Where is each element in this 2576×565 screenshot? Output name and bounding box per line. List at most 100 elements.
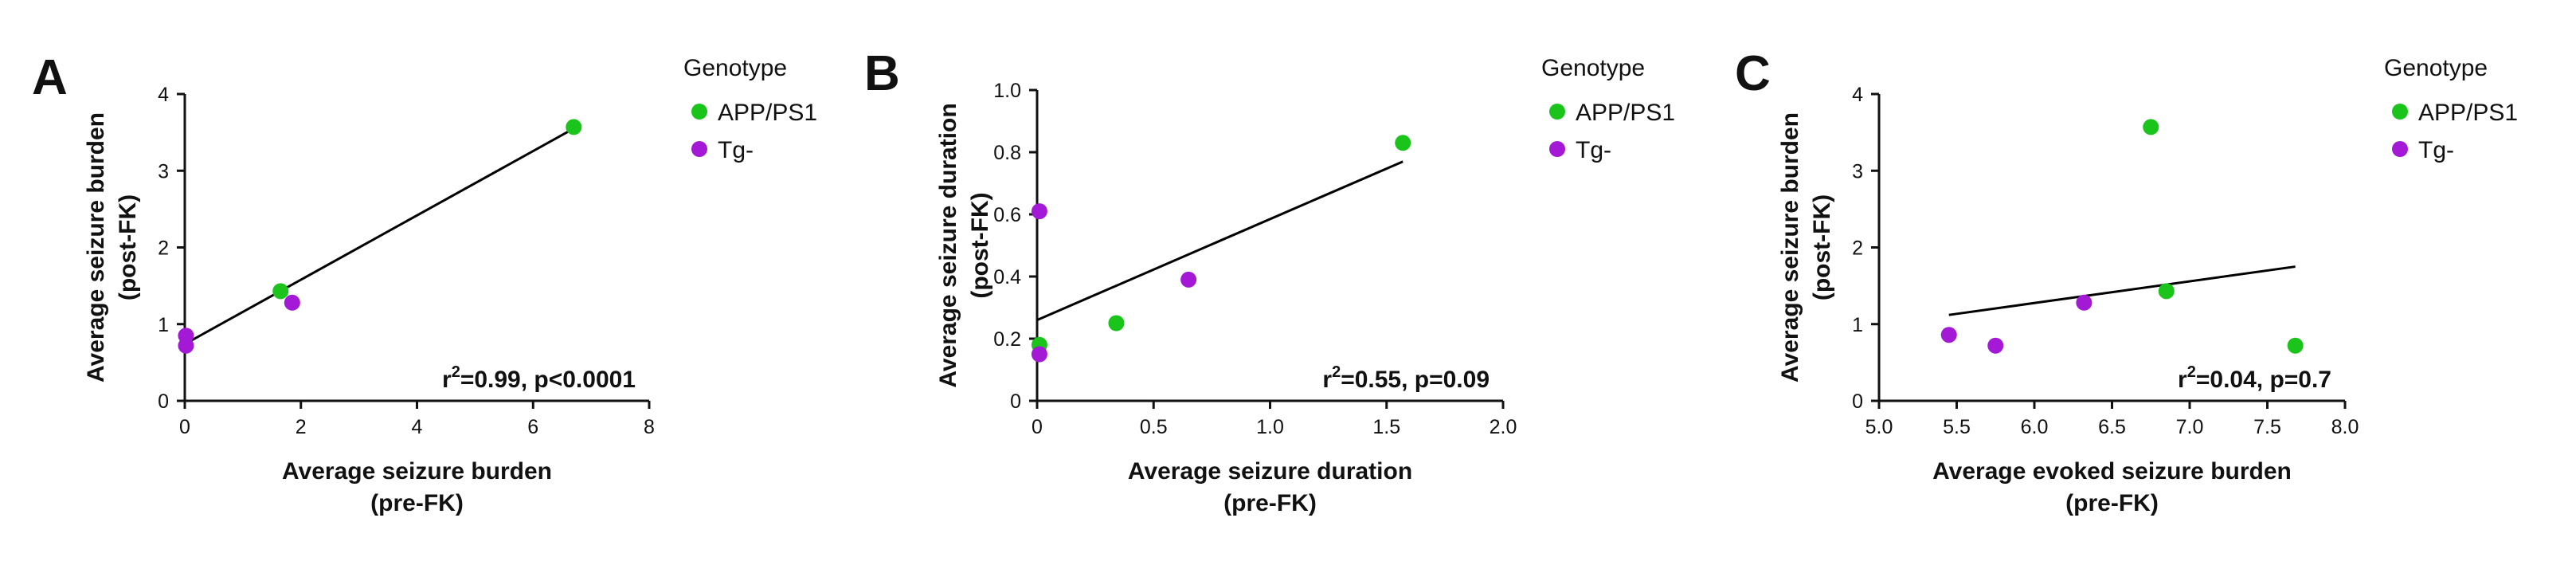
x-tick-label: 5.5 (1943, 416, 1971, 438)
x-axis-title: (pre-FK) (1223, 490, 1317, 516)
legend-title: Genotype (683, 55, 787, 81)
data-point-app-ps1 (1395, 135, 1411, 151)
data-point-app-ps1 (2158, 283, 2175, 300)
panel-letter: B (864, 46, 900, 101)
data-point-tg (178, 337, 194, 354)
y-tick-label: 0 (1852, 390, 1863, 413)
regression-line (1948, 265, 2296, 316)
y-tick-label: 0 (1010, 390, 1021, 413)
legend: Genotype APP/PS1 Tg- (683, 55, 817, 163)
x-axis-title: Average evoked seizure burden (1932, 458, 2292, 485)
y-tick-label: 0.8 (993, 142, 1021, 164)
x-tick-label: 6.5 (2098, 416, 2126, 438)
x-tick-label: 4 (412, 416, 423, 438)
y-tick-label: 3 (158, 160, 169, 182)
stat-annotation: r2=0.99, p<0.0001 (442, 363, 636, 393)
stat-annotation: r2=0.04, p=0.7 (2178, 363, 2331, 393)
legend-marker (691, 104, 707, 120)
y-tick-label: 0 (158, 390, 169, 413)
y-axis-title: Average seizure burden (1777, 112, 1803, 383)
x-tick-label: 7.5 (2253, 416, 2281, 438)
data-point-app-ps1 (1108, 315, 1125, 332)
data-point-tg (1031, 346, 1047, 363)
legend-label: APP/PS1 (718, 100, 817, 126)
x-tick-label: 0 (1032, 416, 1043, 438)
y-axis-title: (post-FK) (115, 194, 141, 300)
x-axis-title: Average seizure duration (1128, 458, 1412, 485)
y-tick-label: 0.6 (993, 204, 1021, 226)
stat-superscript: 2 (2187, 363, 2196, 381)
legend-label: Tg- (718, 137, 754, 163)
y-tick-label: 1 (1852, 314, 1863, 336)
y-tick-label: 4 (1852, 84, 1863, 106)
stat-prefix: r (1322, 367, 1332, 393)
data-point-app-ps1 (272, 283, 289, 300)
panel-letter: C (1735, 46, 1771, 101)
x-tick-label: 2.0 (1490, 416, 1517, 438)
legend-label: APP/PS1 (1576, 100, 1675, 126)
data-point-app-ps1 (2287, 337, 2304, 354)
stat-value: =0.55, p=0.09 (1341, 367, 1490, 393)
legend-label: Tg- (2418, 137, 2454, 163)
panel-letter: A (32, 50, 68, 105)
data-point-app-ps1 (2143, 119, 2159, 135)
legend-title: Genotype (1541, 55, 1645, 81)
data-point-tg (1031, 203, 1047, 220)
stat-superscript: 2 (452, 363, 460, 381)
y-tick-label: 1 (158, 314, 169, 336)
data-point-tg (284, 294, 300, 311)
x-tick-label: 7.0 (2176, 416, 2204, 438)
regression-line (1036, 160, 1403, 321)
legend: Genotype APP/PS1 Tg- (1541, 55, 1675, 163)
stat-annotation: r2=0.55, p=0.09 (1322, 363, 1490, 393)
y-tick-label: 2 (1852, 237, 1863, 260)
data-point-app-ps1 (566, 119, 582, 135)
regression-line (184, 128, 574, 346)
legend-title: Genotype (2384, 55, 2488, 81)
panel-c: C 5.0 5.5 6.0 6.5 7.0 7.5 8.0 0 1 2 3 4 Average evoke… (1735, 46, 2518, 516)
x-axis-title: (pre-FK) (2065, 490, 2159, 516)
legend: Genotype APP/PS1 Tg- (2384, 55, 2518, 163)
y-axis-title: (post-FK) (967, 192, 993, 298)
legend-label: APP/PS1 (2418, 100, 2518, 126)
data-point-tg (1180, 271, 1197, 288)
x-tick-label: 6 (527, 416, 538, 438)
panel-b: B 0 0.5 1.0 1.5 2.0 0 0.2 0.4 0.6 0.8 1.0 Average se… (864, 46, 1675, 516)
stat-prefix: r (442, 367, 452, 393)
legend-label: Tg- (1576, 137, 1611, 163)
data-point-tg (1940, 327, 1957, 343)
y-tick-label: 2 (158, 237, 169, 260)
y-axis-title: Average seizure duration (935, 103, 961, 387)
legend-marker (2392, 141, 2408, 157)
y-tick-label: 0.4 (993, 266, 1021, 288)
y-tick-label: 0.2 (993, 328, 1021, 351)
y-tick-label: 1.0 (993, 80, 1021, 102)
x-tick-label: 1.0 (1256, 416, 1284, 438)
legend-marker (2392, 104, 2408, 120)
x-tick-label: 8 (644, 416, 655, 438)
legend-marker (691, 141, 707, 157)
stat-value: =0.99, p<0.0001 (460, 367, 636, 393)
x-axis-title: (pre-FK) (370, 490, 464, 516)
data-point-tg (1987, 337, 2004, 354)
x-tick-label: 0 (179, 416, 190, 438)
y-axis-title: (post-FK) (1809, 194, 1835, 300)
x-axis-title: Average seizure burden (282, 458, 552, 485)
legend-marker (1549, 141, 1565, 157)
x-tick-label: 1.5 (1372, 416, 1400, 438)
x-tick-label: 8.0 (2331, 416, 2359, 438)
y-axis-title: Average seizure burden (83, 112, 109, 383)
x-tick-label: 0.5 (1140, 416, 1168, 438)
stat-superscript: 2 (1332, 363, 1341, 381)
stat-value: =0.04, p=0.7 (2196, 367, 2331, 393)
x-tick-label: 6.0 (2021, 416, 2049, 438)
stat-prefix: r (2178, 367, 2187, 393)
x-tick-label: 5.0 (1865, 416, 1893, 438)
x-tick-label: 2 (296, 416, 307, 438)
data-point-tg (2076, 294, 2093, 311)
panel-a: A 0 2 4 6 8 0 1 2 3 4 Average seizure burden (pre-FK… (32, 50, 817, 516)
legend-marker (1549, 104, 1565, 120)
y-tick-label: 3 (1852, 160, 1863, 182)
y-tick-label: 4 (158, 84, 169, 106)
